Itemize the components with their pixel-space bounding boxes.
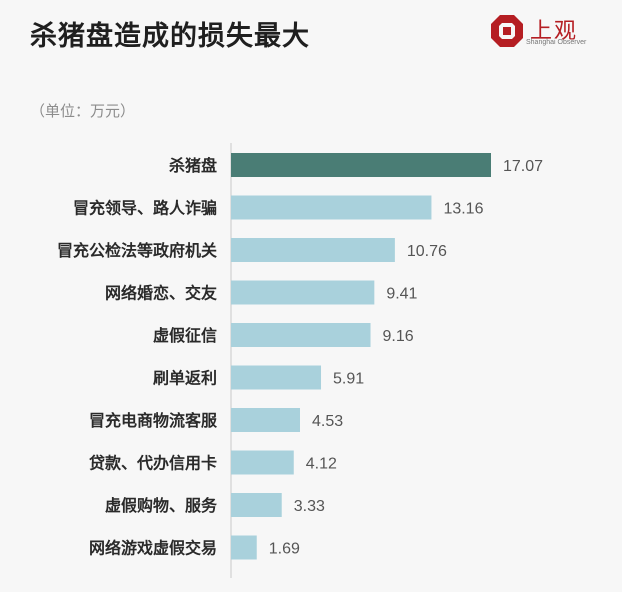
category-label: 虚假征信 bbox=[153, 326, 217, 345]
category-label: 冒充公检法等政府机关 bbox=[57, 241, 217, 260]
bar bbox=[231, 195, 432, 220]
value-label: 4.53 bbox=[312, 413, 343, 430]
value-label: 1.69 bbox=[269, 541, 300, 558]
shanghai-observer-logo: 上观 Shanghai Observer bbox=[490, 12, 590, 52]
value-label: 9.41 bbox=[386, 286, 417, 303]
logo-subtitle: Shanghai Observer bbox=[526, 39, 587, 46]
bar bbox=[231, 535, 257, 560]
bar bbox=[231, 238, 395, 262]
value-label: 10.76 bbox=[407, 243, 447, 260]
value-label: 5.91 bbox=[333, 371, 364, 388]
bar bbox=[231, 323, 371, 347]
category-label: 杀猪盘 bbox=[169, 156, 217, 175]
category-label: 网络游戏虚假交易 bbox=[89, 539, 217, 558]
bar bbox=[231, 153, 491, 177]
bar bbox=[231, 450, 294, 475]
bar bbox=[231, 280, 375, 305]
bar bbox=[231, 493, 282, 517]
value-label: 13.16 bbox=[443, 201, 483, 218]
bar bbox=[231, 365, 322, 390]
bar bbox=[231, 408, 300, 432]
category-label: 网络婚恋、交友 bbox=[105, 284, 218, 303]
value-label: 17.07 bbox=[503, 158, 543, 175]
category-label: 贷款、代办信用卡 bbox=[89, 454, 217, 473]
logo-text: 上观 bbox=[530, 19, 579, 44]
value-label: 4.12 bbox=[306, 456, 337, 473]
category-label: 刷单返利 bbox=[153, 369, 217, 388]
category-label: 冒充电商物流客服 bbox=[89, 411, 218, 430]
category-label: 冒充领导、路人诈骗 bbox=[73, 199, 217, 218]
unit-label: （单位：万元） bbox=[30, 102, 136, 120]
category-label: 虚假购物、服务 bbox=[105, 496, 218, 515]
page-title: 杀猪盘造成的损失最大 bbox=[30, 21, 310, 52]
logo-octagon-icon bbox=[491, 15, 523, 47]
value-label: 9.16 bbox=[383, 328, 414, 345]
value-label: 3.33 bbox=[294, 498, 325, 515]
